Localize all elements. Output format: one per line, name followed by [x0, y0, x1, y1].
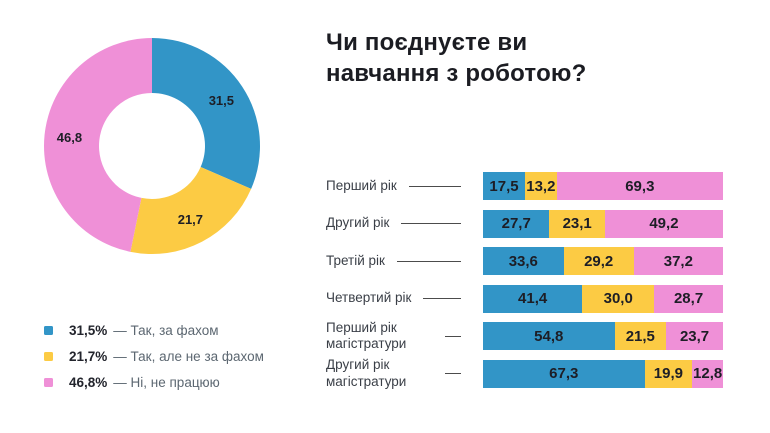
legend-value: 31,5%: [69, 322, 108, 338]
bar-segment: 41,4: [483, 284, 583, 313]
chart-title: Чи поєднуєте ви навчання з роботою?: [326, 29, 587, 87]
bar-row-label: Третій рік: [326, 252, 385, 268]
donut-slice-value: 46,8: [57, 130, 82, 145]
bar-segment: 13,2: [525, 172, 557, 200]
legend-swatch-icon: [44, 325, 53, 335]
leader-line: [396, 260, 461, 262]
legend-label: — Так, за фахом: [113, 322, 219, 338]
donut-slice: [130, 167, 252, 254]
bar-row-label: Перший рік: [326, 177, 397, 193]
bar-row-label: Перший рік магістратури: [326, 319, 407, 352]
bar-row: Третій рік 33,6 29,2 37,2: [326, 247, 723, 275]
bar-segment: 28,7: [654, 284, 723, 313]
bar-segment: 17,5: [483, 172, 525, 200]
leader-line: [423, 298, 461, 299]
bar-segment: 54,8: [483, 322, 615, 350]
stacked-bar-chart: Перший рік 17,5 13,2 69,3 Другий рік 27,7 23,1…: [326, 172, 723, 397]
legend-item: 31,5% — Так, за фахом: [44, 317, 264, 343]
donut-slice: [152, 38, 260, 189]
legend-item: 46,8% — Ні, не працюю: [44, 369, 264, 395]
bar-segment: 19,9: [644, 359, 693, 388]
legend-item: 21,7% — Так, але не за фахом: [44, 343, 264, 369]
bar-row-label: Четвертий рік: [326, 290, 412, 306]
stacked-bar: 54,8 21,5 23,7: [483, 322, 723, 350]
bar-segment: 49,2: [604, 209, 723, 238]
stacked-bar: 67,3 19,9 12,8: [483, 359, 723, 388]
bar-segment: 30,0: [582, 284, 655, 313]
leader-line: [401, 223, 461, 224]
bar-segment: 12,8: [692, 359, 723, 388]
leader-line: [445, 373, 461, 374]
leader-line: [408, 185, 461, 187]
bar-row: Перший рік 17,5 13,2 69,3: [326, 172, 723, 200]
bar-row: Перший рік магістратури 54,8 21,5 23,7: [326, 319, 723, 352]
legend-value: 21,7%: [69, 348, 108, 364]
legend-swatch-icon: [44, 351, 53, 361]
bar-segment: 67,3: [483, 359, 645, 388]
leader-line: [445, 335, 461, 337]
bar-segment: 37,2: [633, 247, 723, 275]
stacked-bar: 17,5 13,2 69,3: [483, 172, 723, 200]
bar-segment: 23,1: [549, 209, 605, 238]
bar-segment: 21,5: [614, 322, 667, 350]
bar-segment: 29,2: [563, 247, 634, 275]
bar-segment: 27,7: [483, 209, 550, 238]
donut-slice: [44, 38, 153, 252]
bar-row: Другий рік 27,7 23,1 49,2: [326, 209, 723, 238]
donut-chart-svg: 31,5 21,7 46,8: [44, 38, 260, 254]
bar-segment: 69,3: [556, 172, 723, 200]
bar-row-label: Другий рік: [326, 215, 390, 231]
legend-label: — Ні, не працюю: [113, 374, 220, 390]
bar-row-label: Другий рік магістратури: [326, 357, 407, 389]
legend-value: 46,8%: [69, 374, 108, 390]
bar-row: Четвертий рік 41,4 30,0 28,7: [326, 284, 723, 313]
legend-label: — Так, але не за фахом: [113, 348, 264, 364]
donut-slice-value: 31,5: [209, 93, 234, 108]
bar-row: Другий рік магістратури 67,3 19,9 12,8: [326, 357, 723, 389]
stacked-bar: 27,7 23,1 49,2: [483, 209, 723, 238]
donut-legend: 31,5% — Так, за фахом 21,7% — Так, але не з…: [44, 317, 264, 395]
donut-slice-value: 21,7: [178, 212, 203, 227]
stacked-bar: 33,6 29,2 37,2: [483, 247, 723, 275]
legend-swatch-icon: [44, 377, 53, 387]
bar-segment: 33,6: [483, 247, 564, 275]
donut-chart: 31,5 21,7 46,8: [42, 36, 262, 256]
stacked-bar: 41,4 30,0 28,7: [483, 284, 723, 313]
bar-segment: 23,7: [666, 322, 723, 350]
